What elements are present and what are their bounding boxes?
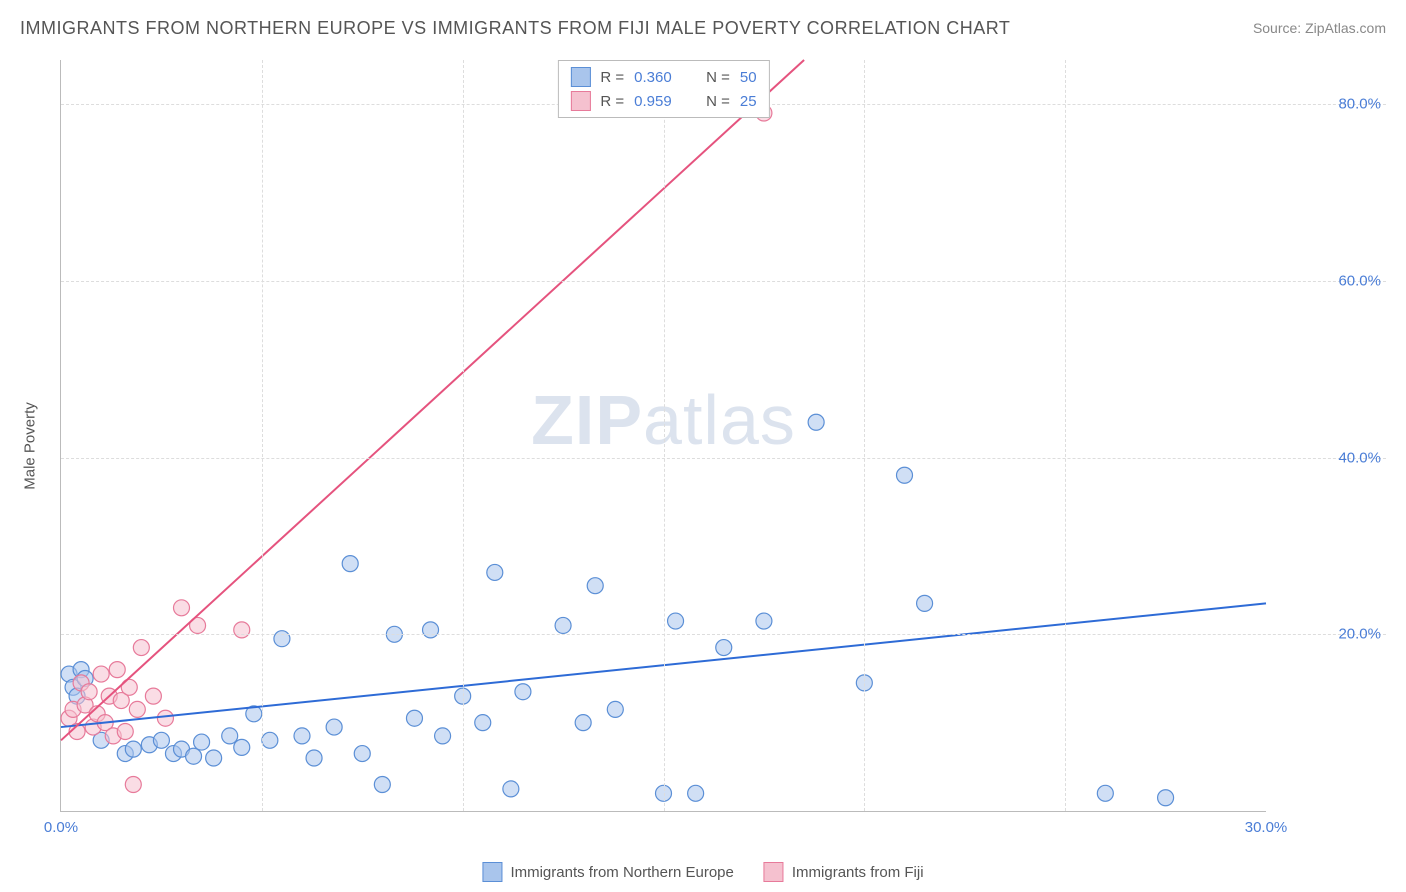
scatter-point <box>917 595 933 611</box>
scatter-point <box>808 414 824 430</box>
scatter-point <box>406 710 422 726</box>
scatter-point <box>129 701 145 717</box>
scatter-point <box>194 734 210 750</box>
r-label: R = <box>600 69 624 86</box>
scatter-point <box>1097 785 1113 801</box>
n-label: N = <box>706 69 730 86</box>
y-axis-label: Male Poverty <box>22 402 39 490</box>
scatter-point <box>186 748 202 764</box>
scatter-point <box>274 631 290 647</box>
scatter-point <box>435 728 451 744</box>
scatter-point <box>262 732 278 748</box>
x-tick-label: 30.0% <box>1245 819 1288 836</box>
scatter-point <box>503 781 519 797</box>
scatter-point <box>117 723 133 739</box>
legend-item: Immigrants from Fiji <box>764 862 924 882</box>
legend-label: Immigrants from Northern Europe <box>510 864 733 881</box>
scatter-point <box>575 715 591 731</box>
scatter-point <box>153 732 169 748</box>
gridline-vertical <box>1065 60 1066 811</box>
scatter-point <box>234 622 250 638</box>
scatter-point <box>756 613 772 629</box>
scatter-point <box>587 578 603 594</box>
scatter-point <box>354 746 370 762</box>
n-value: 25 <box>740 93 757 110</box>
scatter-point <box>133 640 149 656</box>
scatter-point <box>234 739 250 755</box>
n-value: 50 <box>740 69 757 86</box>
gridline-vertical <box>463 60 464 811</box>
scatter-point <box>668 613 684 629</box>
legend-label: Immigrants from Fiji <box>792 864 924 881</box>
bottom-legend: Immigrants from Northern Europe Immigrant… <box>482 862 923 882</box>
legend-item: Immigrants from Northern Europe <box>482 862 733 882</box>
r-label: R = <box>600 93 624 110</box>
scatter-point <box>487 564 503 580</box>
chart-title: IMMIGRANTS FROM NORTHERN EUROPE VS IMMIG… <box>20 18 1010 39</box>
gridline-horizontal <box>61 634 1386 635</box>
y-tick-label: 60.0% <box>1338 272 1381 289</box>
scatter-point <box>688 785 704 801</box>
scatter-point <box>374 776 390 792</box>
legend-swatch-icon <box>764 862 784 882</box>
gridline-vertical <box>664 60 665 811</box>
legend-swatch-icon <box>482 862 502 882</box>
scatter-point <box>294 728 310 744</box>
y-tick-label: 80.0% <box>1338 96 1381 113</box>
gridline-vertical <box>262 60 263 811</box>
scatter-point <box>157 710 173 726</box>
n-label: N = <box>706 93 730 110</box>
scatter-point <box>174 600 190 616</box>
gridline-vertical <box>864 60 865 811</box>
scatter-point <box>306 750 322 766</box>
r-value: 0.959 <box>634 93 684 110</box>
scatter-point <box>326 719 342 735</box>
gridline-horizontal <box>61 281 1386 282</box>
legend-swatch-icon <box>570 91 590 111</box>
legend-swatch-icon <box>570 67 590 87</box>
y-tick-label: 40.0% <box>1338 449 1381 466</box>
scatter-point <box>897 467 913 483</box>
scatter-point <box>555 617 571 633</box>
trend-line <box>61 60 804 740</box>
y-tick-label: 20.0% <box>1338 626 1381 643</box>
scatter-point <box>206 750 222 766</box>
scatter-point <box>342 556 358 572</box>
correlation-legend-box: R = 0.360 N = 50 R = 0.959 N = 25 <box>557 60 769 118</box>
scatter-point <box>109 662 125 678</box>
gridline-horizontal <box>61 458 1386 459</box>
scatter-point <box>1158 790 1174 806</box>
chart-area: ZIPatlas R =0.360N =50R =0.959N =25 20.0… <box>60 60 1386 842</box>
scatter-point <box>125 741 141 757</box>
scatter-point <box>93 666 109 682</box>
scatter-point <box>125 776 141 792</box>
x-tick-label: 0.0% <box>44 819 78 836</box>
scatter-point <box>145 688 161 704</box>
plot-region: ZIPatlas R =0.360N =50R =0.959N =25 20.0… <box>60 60 1266 812</box>
scatter-point <box>475 715 491 731</box>
source-attribution: Source: ZipAtlas.com <box>1253 20 1386 36</box>
scatter-point <box>81 684 97 700</box>
correlation-row: R = 0.360 N = 50 <box>570 65 756 89</box>
r-value: 0.360 <box>634 69 684 86</box>
scatter-point <box>222 728 238 744</box>
scatter-point <box>423 622 439 638</box>
scatter-point <box>607 701 623 717</box>
scatter-point <box>515 684 531 700</box>
correlation-row: R = 0.959 N = 25 <box>570 89 756 113</box>
scatter-point <box>716 640 732 656</box>
